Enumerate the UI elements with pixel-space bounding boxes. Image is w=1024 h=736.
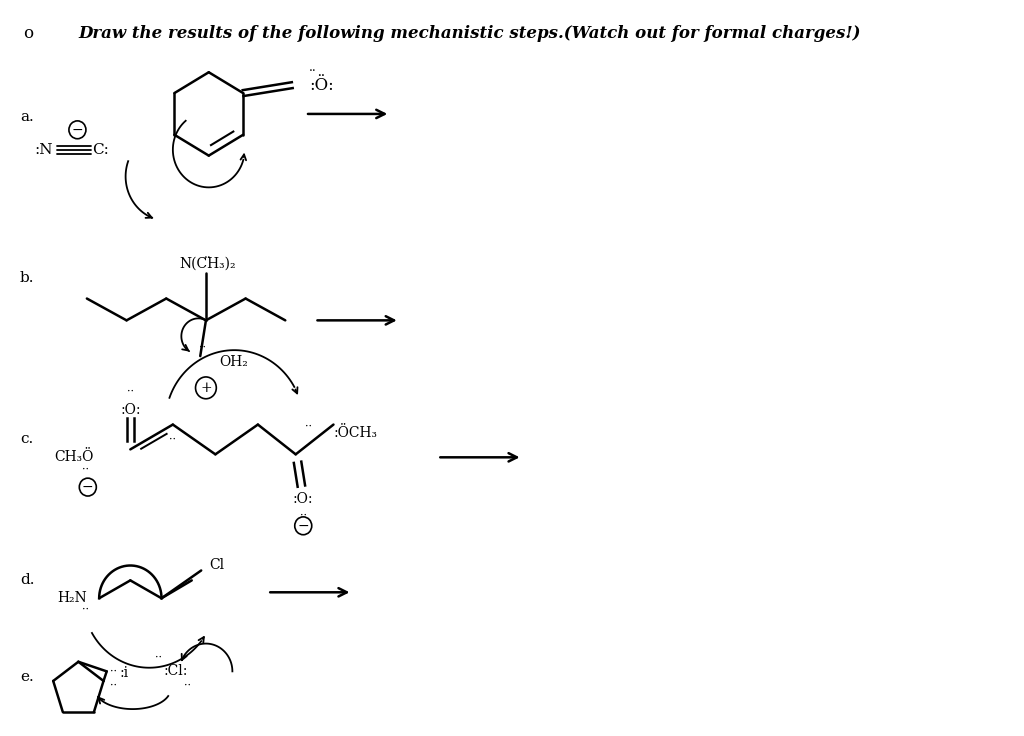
Text: −: − (82, 480, 93, 494)
Text: :i: :i (120, 666, 129, 680)
Text: :O:: :O: (120, 403, 140, 417)
Text: CH₃Ö: CH₃Ö (54, 450, 94, 464)
Text: a.: a. (19, 110, 34, 124)
Text: ··: ·· (305, 422, 312, 431)
Text: C:: C: (92, 143, 110, 157)
Text: :O:: :O: (293, 492, 313, 506)
Text: Draw the results of the following mechanistic steps.(Watch out for formal charge: Draw the results of the following mechan… (79, 24, 861, 42)
Text: c.: c. (19, 431, 33, 445)
Text: OH₂: OH₂ (219, 355, 248, 369)
Text: ··: ·· (199, 343, 206, 353)
Text: ··: ·· (169, 434, 176, 445)
Text: :N: :N (35, 143, 53, 157)
Text: :Ö:: :Ö: (309, 77, 334, 93)
Text: ··: ·· (82, 464, 89, 474)
Text: :Cl:: :Cl: (164, 665, 187, 679)
Text: ··: ·· (300, 511, 307, 521)
Text: ··: ·· (82, 605, 89, 615)
Text: −: − (297, 519, 309, 533)
Text: Cl: Cl (209, 557, 224, 572)
Text: e.: e. (19, 670, 34, 684)
Text: o: o (24, 24, 34, 42)
Text: ··: ·· (309, 65, 316, 78)
Text: d.: d. (19, 573, 34, 587)
Text: ··: ·· (127, 387, 134, 397)
Text: N(CH₃)₂: N(CH₃)₂ (179, 257, 237, 271)
Text: ··: ·· (204, 252, 212, 266)
Text: −: − (72, 123, 83, 137)
Text: ··: ·· (111, 680, 118, 690)
Text: H₂N: H₂N (57, 591, 87, 605)
Text: +: + (200, 381, 212, 394)
Text: :ÖCH₃: :ÖCH₃ (334, 425, 378, 439)
Text: ··: ·· (156, 653, 162, 662)
Text: b.: b. (19, 271, 34, 285)
Text: ··: ·· (183, 680, 190, 690)
Text: ··: ·· (111, 666, 118, 676)
